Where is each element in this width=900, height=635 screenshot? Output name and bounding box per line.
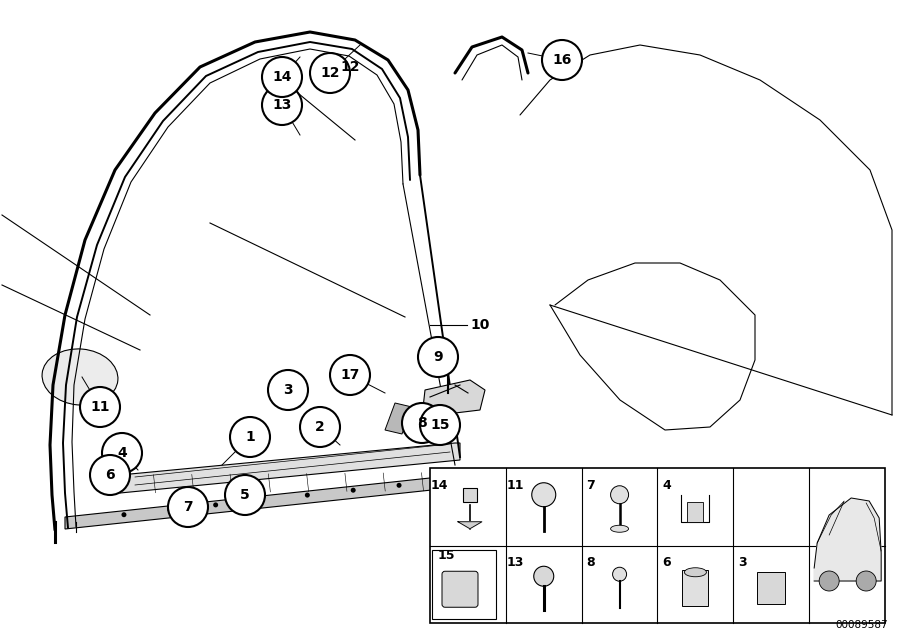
Text: 4: 4	[662, 479, 671, 491]
Circle shape	[225, 475, 265, 515]
Text: 14: 14	[430, 479, 448, 491]
Text: 4: 4	[117, 446, 127, 460]
Text: 8: 8	[417, 416, 427, 430]
Bar	[688, 502, 704, 522]
Circle shape	[80, 387, 120, 427]
Circle shape	[90, 455, 130, 495]
FancyBboxPatch shape	[442, 572, 478, 607]
Text: 12: 12	[340, 60, 359, 74]
Text: 6: 6	[105, 468, 115, 482]
Polygon shape	[385, 403, 412, 434]
Text: 3: 3	[738, 556, 747, 569]
Text: 7: 7	[184, 500, 193, 514]
Text: 11: 11	[90, 400, 110, 414]
Ellipse shape	[684, 568, 706, 577]
Text: 5: 5	[240, 488, 250, 502]
Polygon shape	[120, 443, 460, 493]
Text: 12: 12	[320, 66, 340, 80]
Circle shape	[262, 57, 302, 97]
Circle shape	[613, 567, 626, 581]
Text: 7: 7	[587, 479, 595, 491]
Polygon shape	[422, 380, 485, 417]
Circle shape	[819, 571, 839, 591]
Circle shape	[856, 571, 877, 591]
Text: 16: 16	[553, 53, 572, 67]
Polygon shape	[458, 522, 482, 529]
Bar	[432, 549, 497, 619]
Text: 17: 17	[340, 368, 360, 382]
Circle shape	[259, 497, 264, 502]
Circle shape	[262, 85, 302, 125]
Text: 15: 15	[430, 418, 450, 432]
Text: 9: 9	[433, 350, 443, 364]
Text: 6: 6	[662, 556, 670, 569]
Circle shape	[305, 493, 310, 498]
FancyBboxPatch shape	[682, 570, 708, 606]
Circle shape	[300, 407, 340, 447]
Ellipse shape	[610, 525, 628, 532]
Text: 11: 11	[506, 479, 524, 491]
Circle shape	[122, 512, 126, 517]
Circle shape	[351, 488, 356, 493]
Bar	[430, 468, 885, 623]
Text: 13: 13	[273, 98, 292, 112]
Circle shape	[230, 417, 270, 457]
Circle shape	[310, 53, 350, 93]
Circle shape	[532, 483, 556, 507]
Text: 14: 14	[272, 70, 292, 84]
Circle shape	[268, 370, 308, 410]
Circle shape	[330, 355, 370, 395]
Text: 10: 10	[470, 318, 490, 332]
Circle shape	[213, 502, 218, 507]
Circle shape	[420, 405, 460, 445]
Polygon shape	[814, 498, 881, 581]
Circle shape	[168, 487, 208, 527]
Text: 3: 3	[284, 383, 292, 397]
Text: 15: 15	[438, 549, 455, 562]
Text: 1: 1	[245, 430, 255, 444]
Text: 00089587: 00089587	[835, 620, 888, 630]
Circle shape	[102, 433, 142, 473]
Circle shape	[442, 347, 454, 359]
Text: 8: 8	[587, 556, 595, 569]
Circle shape	[610, 486, 628, 504]
Circle shape	[167, 507, 172, 512]
Text: 13: 13	[506, 556, 524, 569]
Circle shape	[397, 483, 401, 488]
Polygon shape	[65, 475, 460, 529]
Circle shape	[534, 566, 554, 586]
Circle shape	[542, 40, 582, 80]
Ellipse shape	[42, 349, 118, 405]
FancyBboxPatch shape	[757, 572, 785, 605]
Circle shape	[402, 403, 442, 443]
Circle shape	[418, 337, 458, 377]
Text: 2: 2	[315, 420, 325, 434]
